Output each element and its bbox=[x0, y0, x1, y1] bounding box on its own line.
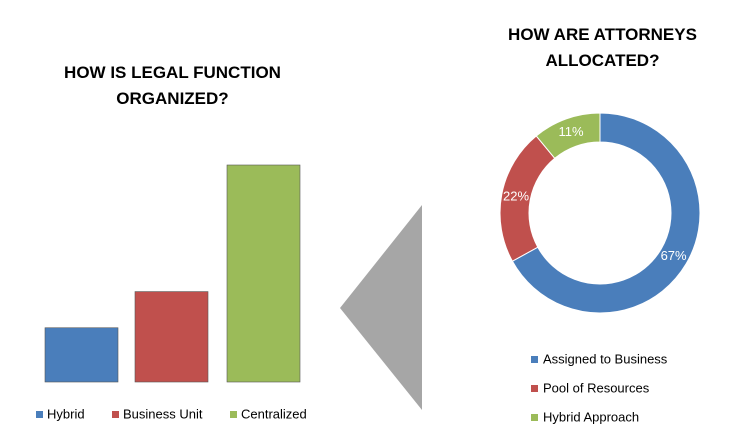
data-label: 67% bbox=[661, 248, 687, 263]
legend-swatch bbox=[36, 411, 43, 418]
arrow-shape bbox=[340, 205, 422, 410]
legend-label: Business Unit bbox=[123, 406, 203, 421]
legend-swatch bbox=[531, 356, 538, 363]
legend-swatch bbox=[531, 414, 538, 421]
legend-label: Assigned to Business bbox=[543, 351, 668, 366]
bar bbox=[226, 164, 301, 383]
donut-title: HOW ARE ATTORNEYS ALLOCATED? bbox=[508, 25, 697, 70]
legend-swatch bbox=[112, 411, 119, 418]
donut-slice bbox=[535, 112, 601, 159]
legend-label: Pool of Resources bbox=[543, 380, 650, 395]
legend-swatch bbox=[230, 411, 237, 418]
donut-slice bbox=[511, 112, 701, 314]
data-label: 22% bbox=[503, 188, 529, 203]
legend-swatch bbox=[531, 385, 538, 392]
bar-title: HOW IS LEGAL FUNCTION ORGANIZED? bbox=[64, 63, 281, 108]
bar bbox=[134, 291, 209, 383]
bar bbox=[44, 327, 119, 383]
legend-label: Hybrid Approach bbox=[543, 409, 639, 424]
legend-label: Centralized bbox=[241, 406, 307, 421]
data-label: 11% bbox=[559, 124, 584, 139]
legend-label: Hybrid bbox=[47, 406, 85, 421]
